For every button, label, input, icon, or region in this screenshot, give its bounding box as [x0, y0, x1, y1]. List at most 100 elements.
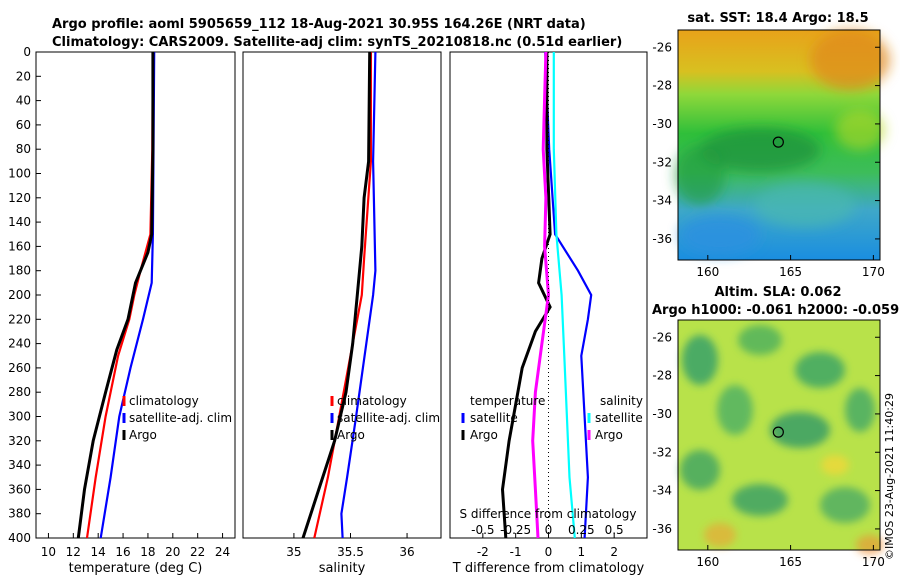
y-tick-label: 340	[8, 458, 31, 472]
x-tick-label: 35	[286, 545, 301, 559]
y-tick-label: 0	[23, 45, 31, 59]
series-line	[531, 51, 551, 539]
salinity-axes	[242, 51, 442, 539]
y-tick-label: 120	[8, 191, 31, 205]
x-tick-label: 0	[545, 545, 553, 559]
x-tick-label: 1	[578, 545, 586, 559]
legend-label: satellite	[470, 411, 518, 425]
y-tick-label: 140	[8, 215, 31, 229]
legend-label: climatology	[129, 394, 199, 408]
legend-label: satellite	[595, 411, 643, 425]
map-x-tick-label: 170	[862, 265, 885, 279]
y-tick-label: 160	[8, 239, 31, 253]
y-tick-label: 300	[8, 410, 31, 424]
series-line	[500, 52, 552, 539]
y-tick-label: 380	[8, 507, 31, 521]
header-line2: Climatology: CARS2009. Satellite-adj cli…	[52, 35, 622, 50]
x-axis-label: temperature (deg C)	[69, 561, 203, 576]
sla-map-axes: 160 165 170 -26 -28 -30 -32 -34 -36	[652, 330, 884, 569]
map-y-tick-label: -28	[652, 79, 672, 93]
s-tick-label: 0	[545, 523, 553, 537]
map-x-tick-label: 160	[696, 265, 719, 279]
temperature-axes	[35, 51, 236, 539]
x-tick-label: -1	[510, 545, 522, 559]
y-tick-label: 400	[8, 531, 31, 545]
x-tick-label: 24	[215, 545, 230, 559]
salinity-chart: 35 35.5 36 salinity climatology satellite-adj…	[286, 51, 440, 576]
sla-map	[677, 319, 884, 555]
y-tick-label: 180	[8, 264, 31, 278]
s-tick-label: -0.25	[500, 523, 531, 537]
x-tick-label: 18	[140, 545, 155, 559]
series-line	[313, 52, 372, 539]
legend-label: Argo	[470, 428, 498, 442]
argo-location-marker	[772, 136, 784, 148]
map-y-tick-label: -34	[652, 484, 672, 498]
x-axis-label: salinity	[319, 561, 366, 576]
y-tick-label: 20	[16, 69, 31, 83]
imos-stamp-text: ©IMOS 23-Aug-2021 11:40:29	[883, 393, 896, 560]
series-line	[301, 51, 372, 539]
y-tick-label: 200	[8, 288, 31, 302]
x-tick-label: 20	[165, 545, 180, 559]
sst-map-axes: 160 165 170 -26 -28 -30 -32 -34 -36	[652, 40, 884, 279]
legend-label: Argo	[129, 428, 157, 442]
map-x-tick-label: 160	[696, 555, 719, 569]
map-y-tick-label: -34	[652, 194, 672, 208]
s-tick-label: 0.5	[605, 523, 624, 537]
y-tick-label: 360	[8, 482, 31, 496]
map-y-tick-label: -32	[652, 445, 672, 459]
map-x-tick-label: 170	[862, 555, 885, 569]
map-x-tick-label: 165	[779, 555, 802, 569]
y-tick-label: 280	[8, 385, 31, 399]
x-tick-label: 22	[190, 545, 205, 559]
s-axis-label: S difference from climatology	[460, 507, 637, 521]
legend-label: Argo	[595, 428, 623, 442]
s-tick-label: -0.5	[471, 523, 494, 537]
y-tick-label: 240	[8, 337, 31, 351]
difference-chart: -2 -1 0 1 2 T difference from climatology S di…	[452, 51, 645, 576]
map-y-tick-label: -26	[652, 330, 672, 344]
x-tick-label: 10	[41, 545, 56, 559]
y-tick-label: 60	[16, 118, 31, 132]
map-y-tick-label: -30	[652, 117, 672, 131]
y-tick-label: 80	[16, 142, 31, 156]
map-y-tick-label: -28	[652, 369, 672, 383]
x-tick-label: 16	[115, 545, 130, 559]
sla-map-title-line2: Argo h1000: -0.061 h2000: -0.059	[652, 303, 899, 318]
map-y-tick-label: -32	[652, 155, 672, 169]
argo-location-marker-sla	[772, 426, 784, 438]
series-line	[552, 52, 576, 539]
legend-label: satellite-adj. clim	[337, 411, 440, 425]
x-tick-label: 14	[91, 545, 106, 559]
sla-map-title-line1: Altim. SLA: 0.062	[715, 285, 842, 300]
y-tick-label: 220	[8, 312, 31, 326]
s-tick-label: 0.25	[568, 523, 595, 537]
x-tick-label: 35.5	[337, 545, 364, 559]
x-tick-label: -2	[477, 545, 489, 559]
x-tick-label: 12	[66, 545, 81, 559]
map-y-tick-label: -30	[652, 407, 672, 421]
x-tick-label: 36	[399, 545, 414, 559]
series-line	[340, 51, 377, 539]
legend-label: Argo	[337, 428, 365, 442]
x-axis-label: T difference from climatology	[452, 561, 645, 576]
legend-title-left: temperature	[470, 394, 545, 408]
map-y-tick-label: -26	[652, 40, 672, 54]
sst-map	[675, 29, 890, 261]
x-tick-label: 2	[610, 545, 618, 559]
legend-label: satellite-adj. clim	[129, 411, 232, 425]
map-y-tick-label: -36	[652, 232, 672, 246]
series-line	[76, 52, 155, 539]
y-tick-label: 320	[8, 434, 31, 448]
map-y-tick-label: -36	[652, 522, 672, 536]
header-line1: Argo profile: aoml 5905659_112 18-Aug-20…	[52, 17, 586, 32]
series-line	[544, 51, 593, 539]
legend-label: climatology	[337, 394, 407, 408]
sst-map-title: sat. SST: 18.4 Argo: 18.5	[687, 11, 868, 26]
y-tick-label: 100	[8, 167, 31, 181]
map-x-tick-label: 165	[779, 265, 802, 279]
y-tick-label: 260	[8, 361, 31, 375]
temperature-chart: 10 12 14 16 18 20 22 24 temperature (deg C) 0 20 40…	[8, 45, 232, 576]
